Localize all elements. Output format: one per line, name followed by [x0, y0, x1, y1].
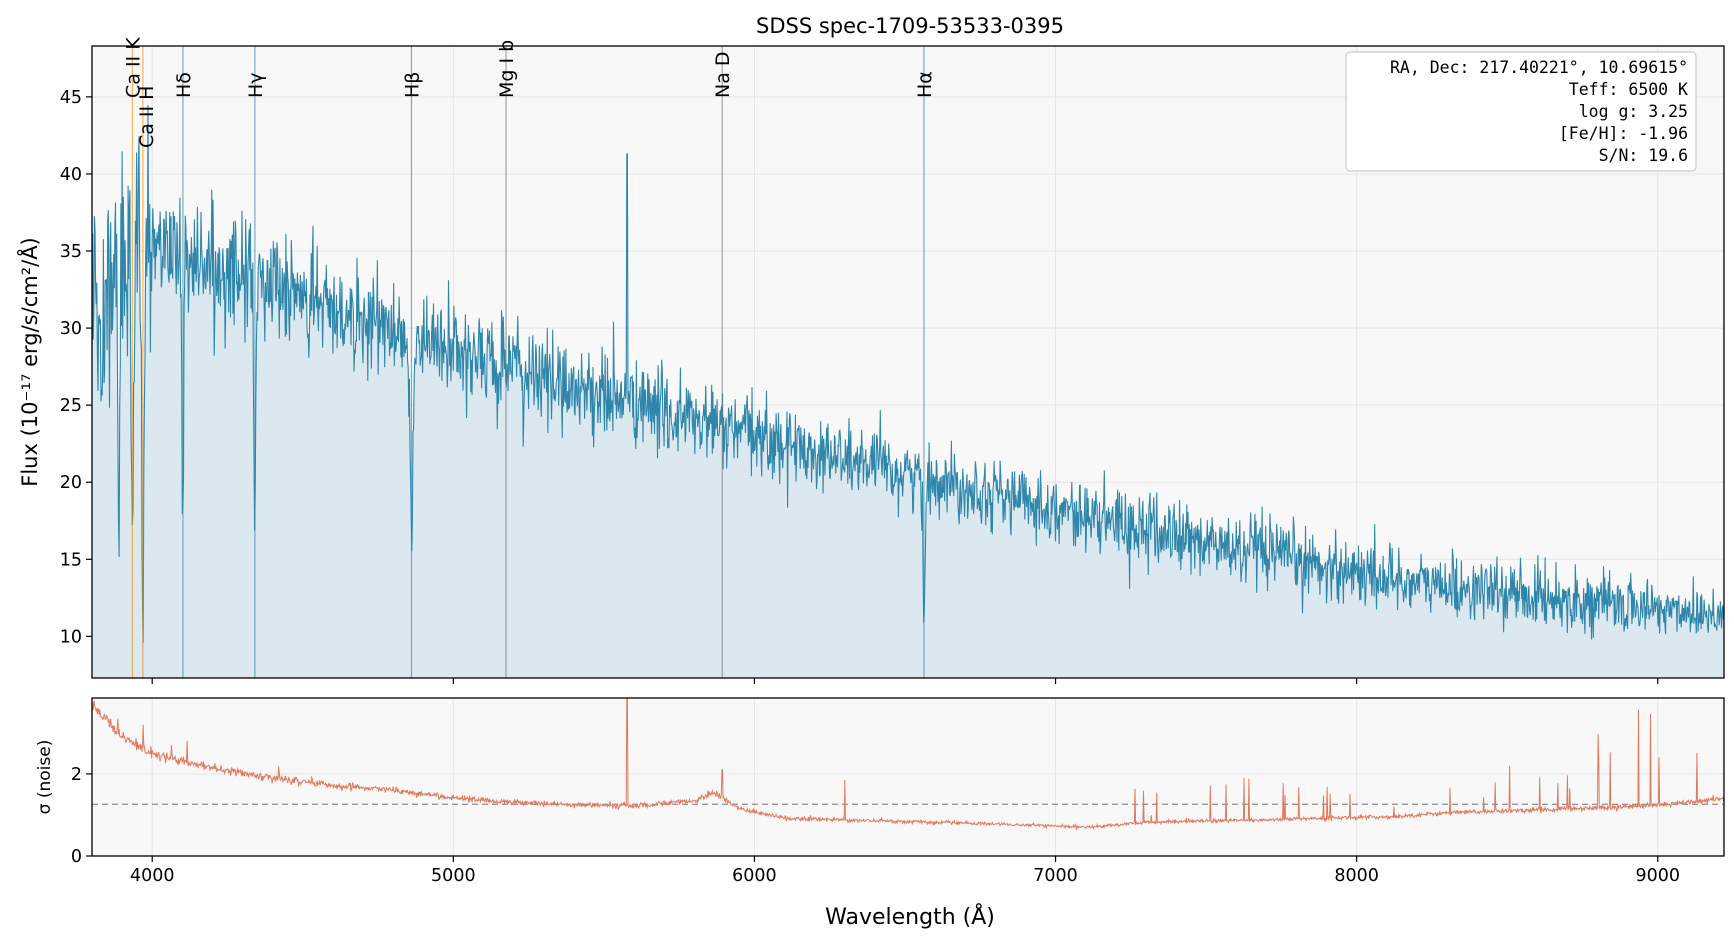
noise-series-line	[92, 698, 1724, 832]
noise-y-axis-label: σ (noise)	[35, 740, 55, 815]
spectral-line-label: Hδ	[173, 72, 195, 98]
x-tick-label: 5000	[431, 866, 476, 886]
spectral-line-label: Hγ	[245, 72, 267, 98]
flux-y-axis-label: Flux (10⁻¹⁷ erg/s/cm²/Å)	[16, 237, 42, 487]
x-axis-label: Wavelength (Å)	[825, 903, 995, 930]
spectral-line-label: Mg I b	[496, 40, 518, 98]
x-tick-label: 8000	[1334, 866, 1379, 886]
y-tick-label: 35	[60, 242, 82, 262]
info-box-line: log g: 3.25	[1579, 102, 1688, 121]
noise-panel-frame	[91, 697, 1725, 857]
x-tick-label: 7000	[1033, 866, 1078, 886]
spectral-line-label: Hα	[914, 71, 936, 98]
flux-y-axis-ticks: 10 15 20 25 30 35 40 45	[60, 88, 92, 647]
chart-title: SDSS spec-1709-53533-0395	[756, 14, 1064, 38]
spectral-line-label: Na D	[712, 51, 734, 98]
info-box-line: RA, Dec: 217.40221°, 10.69615°	[1390, 58, 1688, 77]
flux-panel: Ca II KCa II H Hδ Hγ Hβ Mg I b Na D Hα 10 15 20 2…	[16, 37, 1725, 684]
info-box-line: Teff: 6500 K	[1569, 80, 1688, 99]
y-tick-label: 30	[60, 319, 82, 339]
spectral-line-labels: Ca II KCa II H Hδ Hγ Hβ Mg I b Na D Hα	[122, 37, 936, 148]
info-box-line: [Fe/H]: -1.96	[1559, 124, 1688, 143]
flux-panel-frame	[91, 45, 1725, 679]
info-box: RA, Dec: 217.40221°, 10.69615° Teff: 650…	[1345, 51, 1697, 172]
flux-series-line	[92, 104, 1724, 643]
y-tick-label: 0	[71, 847, 82, 867]
noise-panel: 02 4000 5000 6000 7000 8000 9000 σ (noise) Wa…	[35, 697, 1725, 930]
y-tick-label: 25	[60, 396, 82, 416]
spectral-line-label: Hβ	[401, 72, 423, 98]
y-tick-label: 15	[60, 550, 82, 570]
y-tick-label: 20	[60, 473, 82, 493]
y-tick-label: 40	[60, 165, 82, 185]
spectral-line-label: Ca II H	[136, 86, 158, 148]
flux-fill-area	[92, 105, 1724, 678]
spectral-line-markers	[131, 46, 925, 678]
y-tick-label: 10	[60, 627, 82, 647]
flux-x-axis-ticks	[151, 678, 1659, 684]
noise-x-axis-ticks: 4000 5000 6000 7000 8000 9000	[130, 856, 1680, 886]
spectral-line-label: Ca II K	[122, 37, 144, 98]
noise-y-axis-ticks: 02	[71, 765, 92, 867]
x-tick-label: 9000	[1635, 866, 1680, 886]
info-box-frame	[1345, 51, 1697, 172]
y-tick-label: 45	[60, 88, 82, 108]
noise-panel-background	[92, 698, 1724, 856]
x-tick-label: 4000	[130, 866, 175, 886]
info-box-line: S/N: 19.6	[1599, 146, 1688, 165]
x-tick-label: 6000	[732, 866, 777, 886]
y-tick-label: 2	[71, 765, 82, 785]
